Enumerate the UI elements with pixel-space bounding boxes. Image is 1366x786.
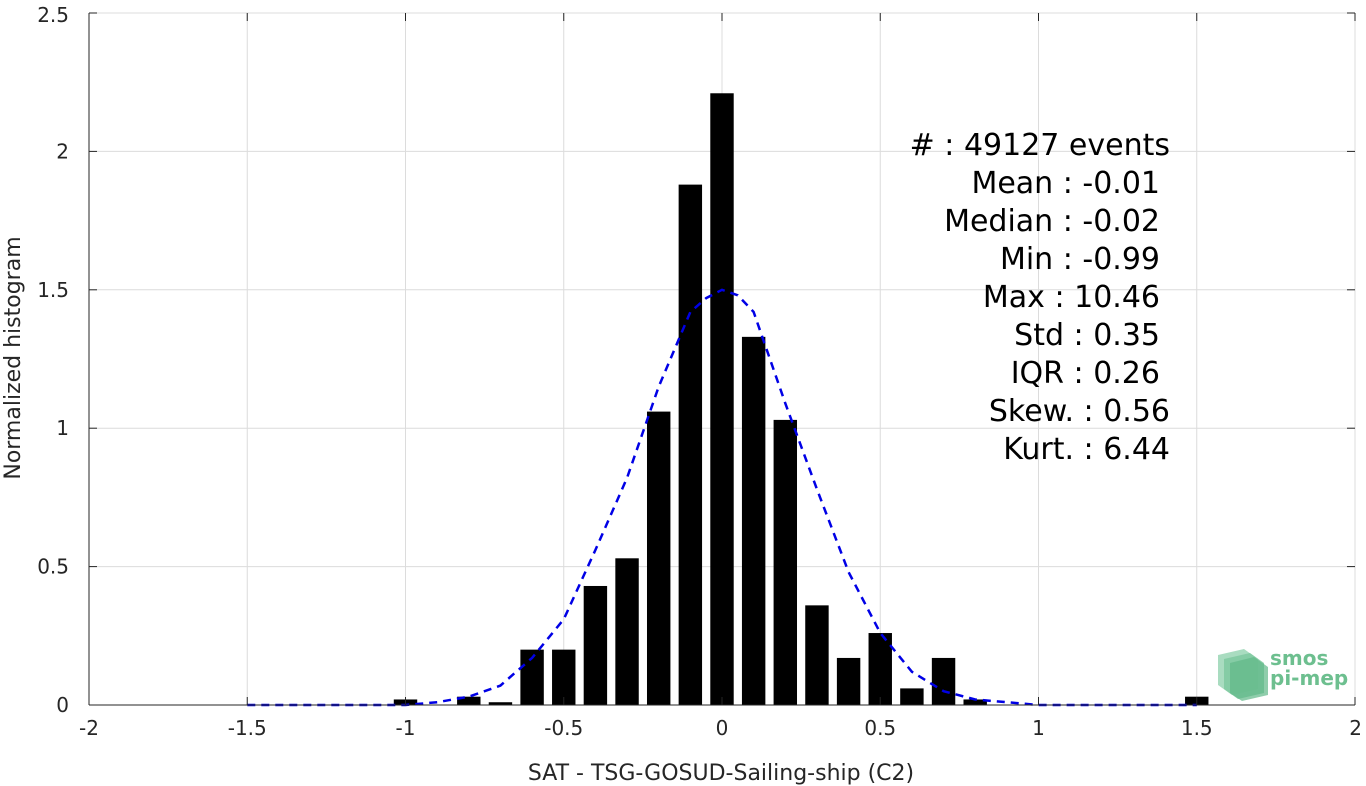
x-tick-label: 1.5	[1181, 716, 1213, 740]
stat-line: Median : -0.02	[944, 204, 1160, 239]
y-tick-label: 1.5	[37, 278, 69, 302]
histogram-bar	[773, 419, 798, 705]
stat-line: IQR : 0.26	[1011, 356, 1160, 391]
x-tick-label: -1	[396, 716, 416, 740]
y-axis-label: Normalized histogram	[1, 236, 26, 479]
histogram-bar	[678, 184, 703, 706]
histogram-bar	[836, 657, 861, 705]
histogram-bar	[900, 688, 924, 705]
stat-line: Std : 0.35	[1014, 318, 1160, 353]
x-tick-label: 0	[716, 716, 729, 740]
stat-line: Min : -0.99	[1000, 242, 1160, 277]
histogram-bar	[805, 605, 829, 705]
axes	[88, 12, 1356, 706]
y-tick-label: 0	[56, 693, 69, 717]
x-tick-labels: -2 -1.5 -1 -0.5 0 0.5 1 1.5 2	[79, 716, 1362, 740]
logo-line-1: smos	[1270, 646, 1328, 670]
x-tick-label: -1.5	[228, 716, 267, 740]
fit-curve	[247, 288, 1197, 707]
histogram-bar	[552, 649, 576, 705]
stat-line: Skew. : 0.56	[989, 394, 1170, 429]
y-tick-label: 2.5	[37, 3, 69, 27]
histogram-bar	[615, 558, 639, 705]
histogram-bar	[868, 633, 892, 705]
stat-line: Max : 10.46	[983, 280, 1160, 315]
x-tick-label: 0.5	[864, 716, 896, 740]
y-tick-label: 0.5	[37, 555, 69, 579]
x-axis-label: SAT - TSG-GOSUD-Sailing-ship (C2)	[528, 761, 914, 786]
histogram-bar	[583, 585, 608, 705]
stat-line: Kurt. : 6.44	[1003, 432, 1170, 467]
y-tick-label: 2	[56, 139, 69, 163]
histogram-bar	[488, 702, 513, 705]
histogram-bar	[520, 649, 544, 705]
y-tick-labels: 0 0.5 1 1.5 2 2.5	[37, 3, 69, 717]
x-tick-label: -0.5	[544, 716, 583, 740]
histogram-bar	[710, 93, 734, 706]
x-tick-label: 1	[1032, 716, 1045, 740]
histogram-bar	[741, 336, 766, 705]
stat-line: # : 49127 events	[910, 128, 1170, 163]
histogram-bars	[393, 93, 1209, 706]
logo-line-2: pi-mep	[1270, 666, 1348, 690]
x-tick-label: 2	[1349, 716, 1362, 740]
smos-pimep-logo: smos pi-mep	[1218, 646, 1348, 701]
histogram-bar	[646, 411, 671, 705]
x-tick-label: -2	[79, 716, 99, 740]
histogram-bar	[457, 696, 481, 705]
histogram-bar	[931, 657, 956, 705]
stat-line: Mean : -0.01	[971, 166, 1160, 201]
logo-mark-icon	[1218, 649, 1268, 701]
histogram-bar	[963, 699, 987, 705]
y-tick-label: 1	[56, 416, 69, 440]
